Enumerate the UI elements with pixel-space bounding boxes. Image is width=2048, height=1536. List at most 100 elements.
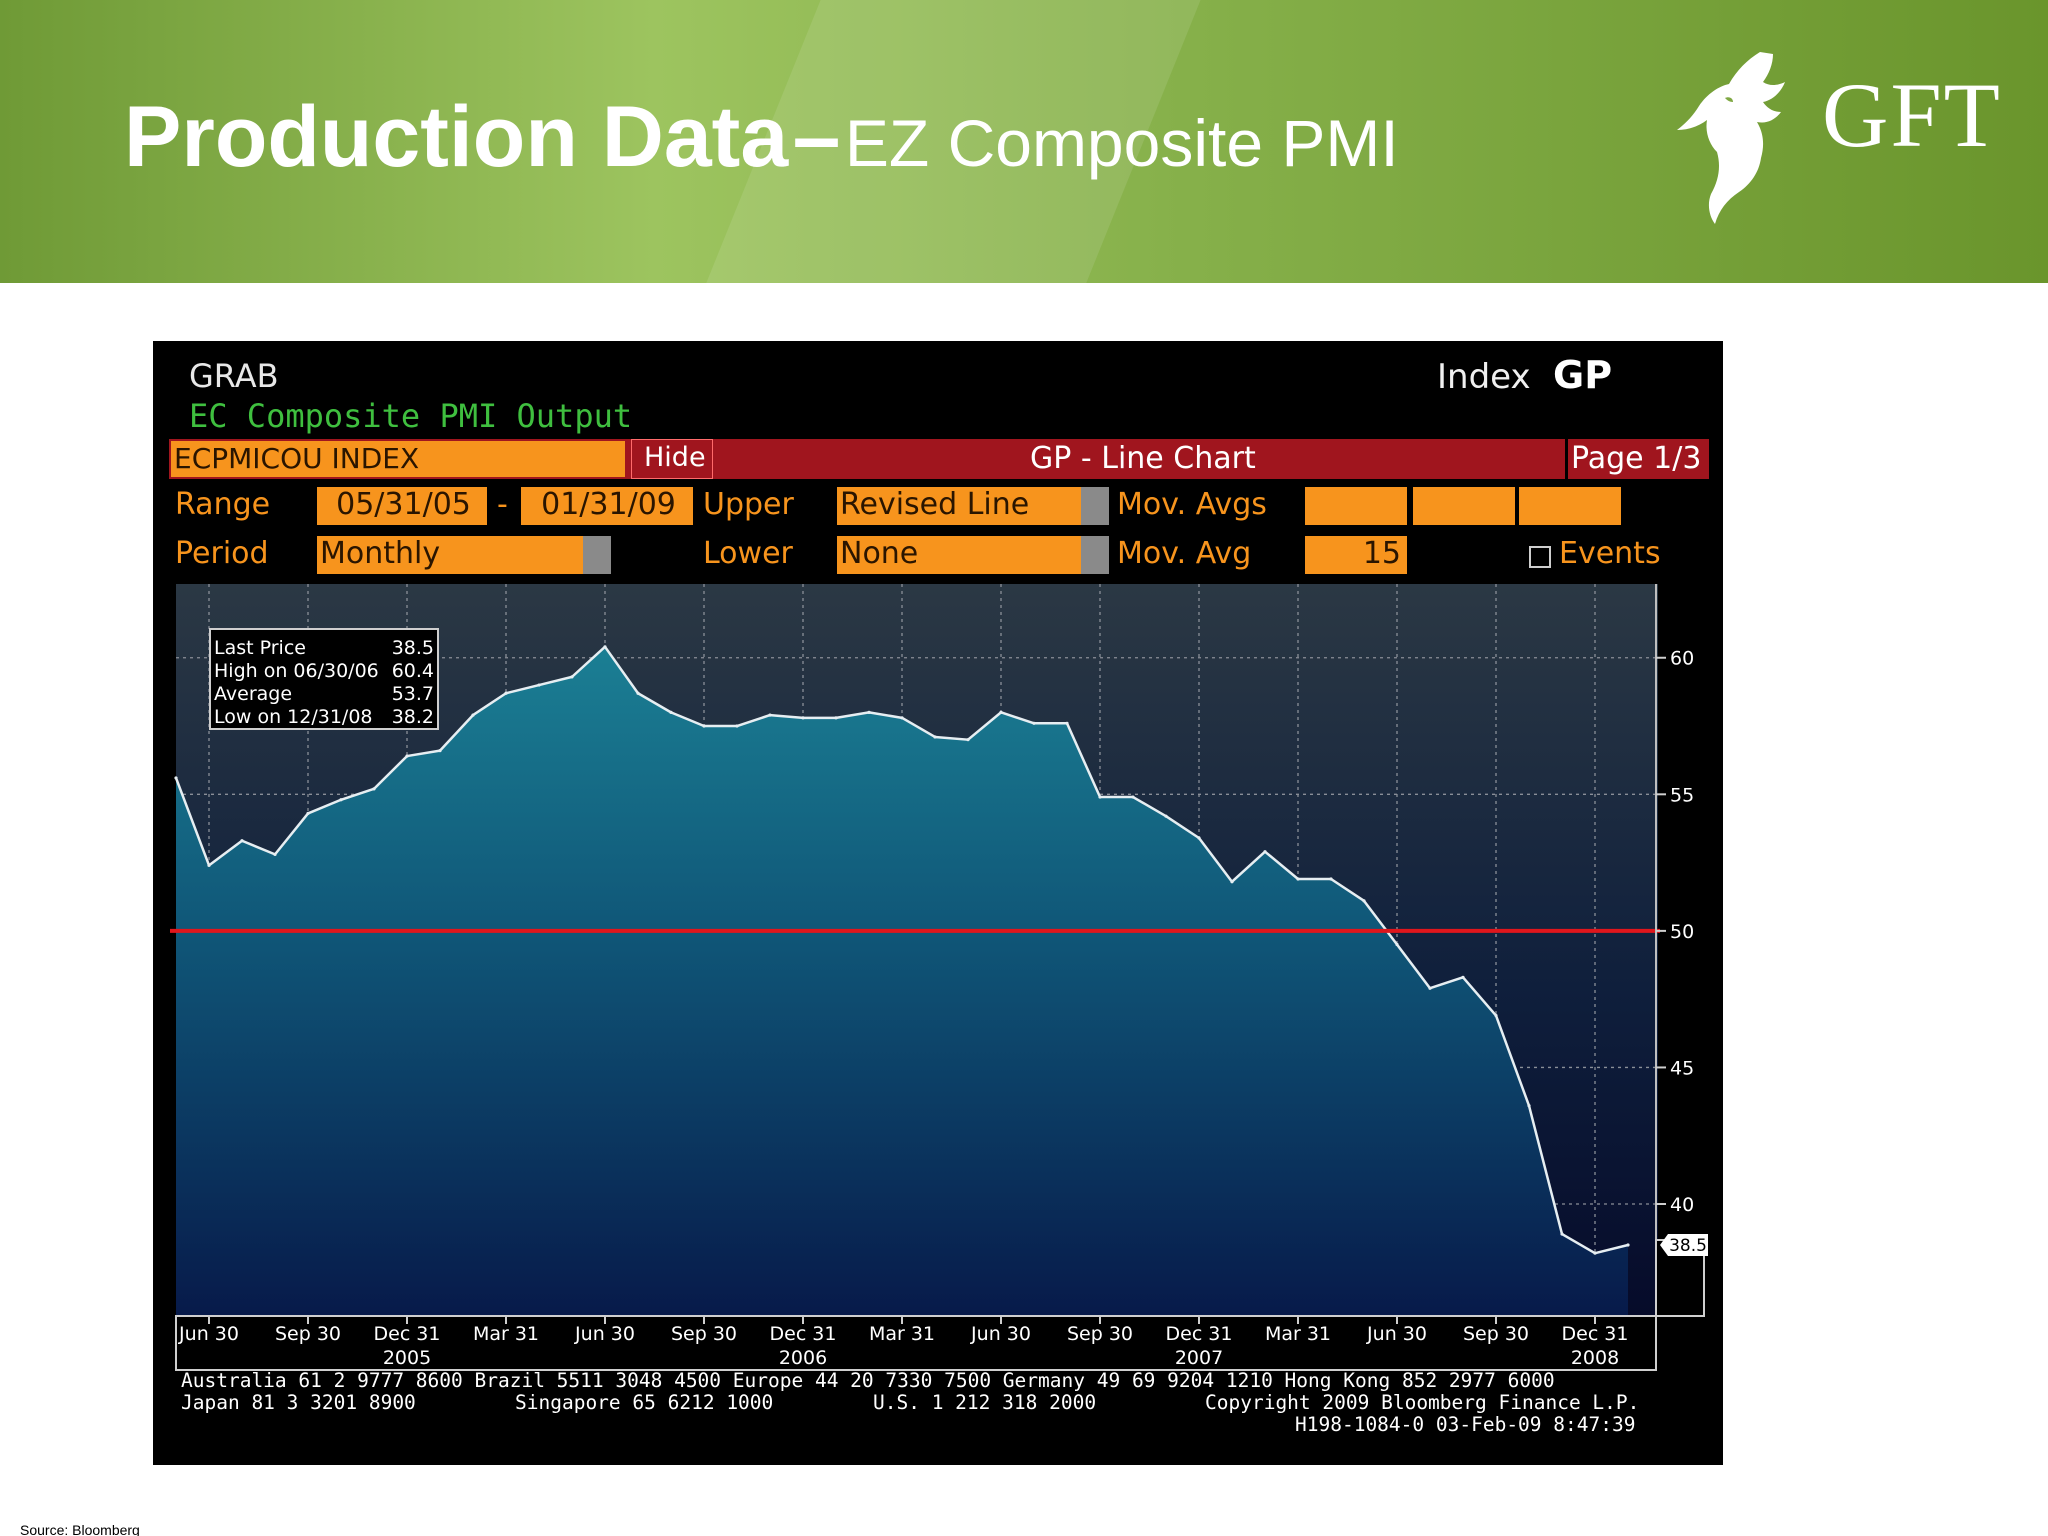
data-point <box>1527 1104 1531 1108</box>
series-segment <box>1263 850 1300 881</box>
data-point <box>1164 814 1168 818</box>
mov-avg-field-2[interactable] <box>1413 487 1515 525</box>
data-point <box>933 735 937 739</box>
series-segment <box>603 645 640 695</box>
mov-avg-field-3[interactable] <box>1519 487 1621 525</box>
mov-avg-period-field[interactable]: 15 <box>1305 536 1407 574</box>
series-segment <box>504 683 541 695</box>
stats-legend-box <box>209 628 439 730</box>
y-tick-label: 55 <box>1670 784 1694 806</box>
legend-high-value: 60.4 <box>392 660 434 682</box>
data-point <box>603 645 607 649</box>
series-segment <box>1560 1232 1597 1255</box>
x-tick-label: Jun 30 <box>574 1323 635 1345</box>
footer-contacts-line1: Australia 61 2 9777 8600 Brazil 5511 304… <box>181 1369 1555 1392</box>
series-segment <box>1593 1243 1630 1255</box>
data-point <box>900 716 904 720</box>
source-note: Source: Bloomberg <box>20 1522 140 1536</box>
period-label: Period <box>175 536 269 571</box>
x-year-label: 2007 <box>1175 1347 1223 1369</box>
data-point <box>1263 850 1267 854</box>
page-divider <box>1565 439 1568 479</box>
data-point <box>1362 899 1366 903</box>
legend-last-price-label: Last Price <box>214 637 306 659</box>
ticker-field[interactable]: ECPMICOU INDEX <box>171 441 625 477</box>
x-year-label: 2008 <box>1571 1347 1619 1369</box>
series-segment <box>1494 1014 1531 1107</box>
data-point <box>669 710 673 714</box>
series-segment <box>900 716 937 739</box>
series-title: EC Composite PMI Output <box>189 397 633 435</box>
footer-contacts-us: U.S. 1 212 318 2000 <box>873 1391 1097 1414</box>
series-segment <box>174 776 211 867</box>
series-segment <box>1065 722 1102 799</box>
x-tick-label: Jun 30 <box>970 1323 1031 1345</box>
data-point <box>636 691 640 695</box>
page-indicator[interactable]: Page 1/3 <box>1571 441 1702 476</box>
series-segment <box>1461 976 1498 1017</box>
data-point <box>207 863 211 867</box>
series-segment <box>966 711 1003 741</box>
x-year-label: 2006 <box>779 1347 827 1369</box>
x-axis-ticks: Jun 30 Sep 30 Dec 31 Mar 31 Jun 30 Sep 30 Dec … <box>178 1316 1628 1369</box>
last-price-marker: 38.5 <box>1660 1233 1708 1256</box>
lion-logo-icon <box>1677 52 1785 224</box>
data-point <box>273 852 277 857</box>
index-label: Index <box>1437 357 1531 397</box>
series-segment <box>768 713 805 720</box>
data-point <box>1494 1013 1498 1018</box>
series-segment <box>867 711 904 720</box>
legend-high-label: High on 06/30/06 <box>214 660 379 682</box>
slide-title: Production Data – EZ Composite PMI <box>124 88 1399 187</box>
data-point <box>471 713 475 717</box>
series-segment <box>273 812 310 856</box>
slide-title-main: Production Data <box>124 89 789 185</box>
lower-dropdown-button[interactable] <box>1081 536 1109 574</box>
series-segment <box>438 713 475 752</box>
lower-study-field[interactable]: None <box>837 536 1081 574</box>
legend-low-value: 38.2 <box>392 706 434 728</box>
series-segment <box>471 692 508 717</box>
footer-contacts-singapore: Singapore 65 6212 1000 <box>515 1391 774 1414</box>
x-tick-label: Dec 31 <box>1166 1323 1233 1345</box>
x-tick-label: Jun 30 <box>178 1323 239 1345</box>
mov-avg-field-1[interactable] <box>1305 487 1407 525</box>
data-point <box>1197 836 1201 840</box>
range-end-field[interactable]: 01/31/09 <box>521 487 693 525</box>
data-point <box>240 839 244 843</box>
series-points <box>174 645 1630 1255</box>
mov-avgs-label: Mov. Avgs <box>1117 487 1267 522</box>
series-segment <box>1362 899 1399 946</box>
data-point <box>1230 880 1234 884</box>
series-segment <box>834 711 871 720</box>
range-start-field[interactable]: 05/31/05 <box>317 487 487 525</box>
data-point <box>1296 877 1300 881</box>
data-point <box>174 776 178 780</box>
series-segment <box>372 754 409 791</box>
upper-study-field[interactable]: Revised Line <box>837 487 1081 525</box>
data-point <box>1395 942 1399 947</box>
data-point <box>1560 1232 1564 1236</box>
data-point <box>372 787 376 791</box>
data-point <box>735 724 739 728</box>
data-point <box>1032 721 1036 725</box>
upper-dropdown-button[interactable] <box>1081 487 1109 525</box>
gp-label: GP <box>1553 353 1613 397</box>
period-field[interactable]: Monthly <box>317 536 583 574</box>
series-segment <box>339 787 376 802</box>
series-segment <box>240 839 277 856</box>
range-separator: - <box>497 487 508 522</box>
period-dropdown-button[interactable] <box>583 536 611 574</box>
chart-type-label: GP - Line Chart <box>1030 441 1256 476</box>
x-axis-band <box>175 1315 1657 1371</box>
hide-button[interactable]: Hide <box>631 439 713 479</box>
events-checkbox[interactable] <box>1529 546 1551 568</box>
data-point <box>702 724 706 728</box>
data-point <box>768 713 772 717</box>
data-point <box>1593 1251 1597 1255</box>
y-tick-label: 40 <box>1670 1194 1694 1216</box>
last-value-marker <box>1660 1233 1708 1256</box>
data-point <box>339 798 343 802</box>
grab-label: GRAB <box>189 357 279 395</box>
series-segment <box>570 645 607 679</box>
